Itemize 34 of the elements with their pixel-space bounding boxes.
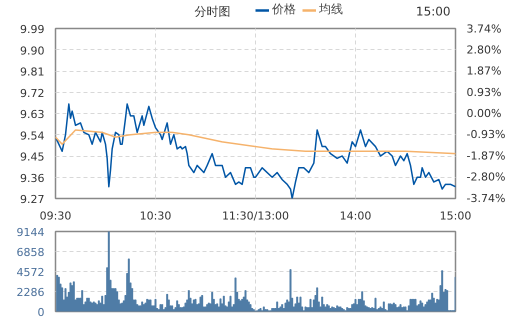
y2-tick-label: 0.00% [466, 107, 502, 120]
y-tick-label: 9.99 [20, 23, 45, 36]
y-tick-label: 6858 [16, 246, 45, 259]
y2-tick-label: -2.80% [466, 170, 505, 184]
y2-tick-label: 1.87% [466, 64, 502, 78]
chart-title: 分时图 [194, 4, 230, 18]
y-tick-label: 9.72 [20, 86, 45, 100]
y2-tick-label: 3.74% [466, 22, 502, 36]
x-tick-label: 15:00 [440, 210, 472, 222]
y-tick-label: 9144 [16, 226, 45, 239]
y2-tick-label: 2.80% [466, 43, 502, 56]
legend-label: 价格 [272, 1, 296, 18]
y2-tick-label: -3.74% [466, 192, 505, 205]
y-tick-label: 4572 [16, 266, 45, 279]
y2-tick-label: -0.93% [466, 128, 505, 142]
y-tick-label: 9.45 [20, 150, 45, 164]
y-tick-label: 9.27 [20, 193, 45, 206]
y-tick-label: 9.81 [20, 66, 45, 78]
y-tick-label: 2286 [16, 286, 45, 299]
text: 15:00 [416, 4, 451, 18]
line-series [56, 103, 456, 198]
x-tick-label: 14:00 [340, 210, 372, 222]
x-tick-label: 09:30 [40, 210, 72, 222]
y2-tick-label: 0.93% [466, 86, 502, 99]
y-tick-label: 0 [38, 306, 44, 319]
x-tick-label: 11:30/13:00 [222, 210, 290, 222]
x-tick-label: 10:30 [140, 210, 172, 222]
legend-label: 均线 [319, 1, 343, 18]
y2-tick-label: -1.87% [466, 150, 505, 162]
y-tick-label: 9.36 [20, 172, 45, 185]
y-tick-label: 9.54 [20, 129, 45, 142]
y-tick-label: 9.90 [20, 44, 45, 58]
line-series [56, 129, 456, 154]
y-tick-label: 9.63 [20, 108, 45, 121]
